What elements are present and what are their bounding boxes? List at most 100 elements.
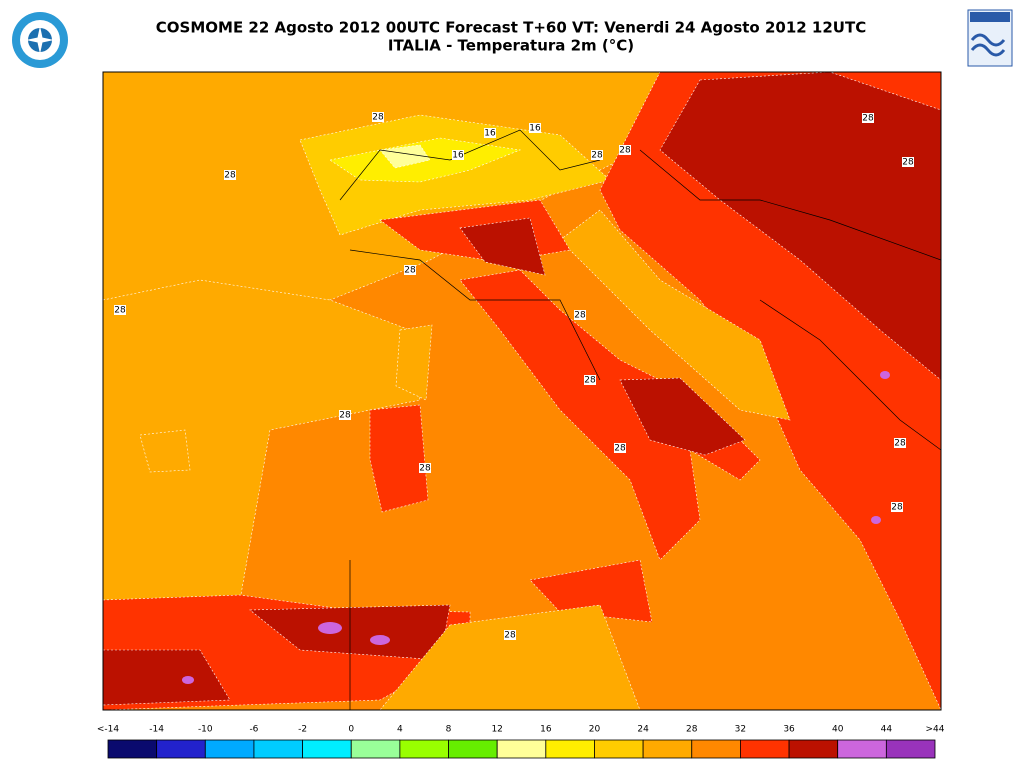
colorbar-swatch [496, 739, 547, 759]
logo-right [967, 9, 1013, 67]
colorbar-label: 12 [491, 725, 502, 735]
temperature-field [103, 649, 231, 706]
colorbar-swatch [642, 739, 693, 759]
map-subtitle: ITALIA - Temperatura 2m (°C) [388, 37, 634, 55]
contour-label: 28 [862, 114, 874, 124]
colorbar-swatch [107, 739, 158, 759]
contour-label: 28 [504, 631, 516, 641]
temperature-field [659, 72, 941, 381]
temperature-field [459, 217, 546, 276]
colorbar-swatch [204, 739, 255, 759]
contour-label: 28 [591, 151, 603, 161]
contour-label: 16 [529, 124, 541, 134]
contour-label: 28 [584, 376, 596, 386]
colorbar-label: 44 [881, 725, 893, 735]
temperature-field [559, 209, 791, 421]
contour-label: 28 [114, 306, 126, 316]
colorbar-swatch [885, 739, 936, 759]
contour-label: 28 [894, 439, 906, 449]
colorbar-swatch [837, 739, 887, 759]
colorbar-swatch [545, 739, 595, 759]
colorbar-swatch [448, 739, 498, 759]
map-area: 28 16 16 16 28 28 28 28 28 28 28 28 28 28 28 28 28 28 28 [102, 71, 942, 711]
temperature-field [139, 429, 191, 473]
colorbar-swatch [350, 739, 401, 759]
contour-label-bg [224, 170, 236, 180]
contour-label: 16 [484, 129, 496, 139]
map-frame [102, 71, 942, 711]
colorbar-swatch [740, 739, 790, 759]
contour-label-bg [452, 150, 464, 160]
contour-label-bg [902, 157, 914, 167]
hot-spot [182, 676, 194, 684]
contour-label: 28 [224, 171, 236, 181]
colorbar-label: 4 [397, 725, 403, 735]
contour-label-bg [862, 113, 874, 123]
contour-label: 28 [404, 266, 416, 276]
border-line [339, 129, 601, 201]
temperature-field [379, 144, 431, 169]
hot-spot [318, 622, 342, 634]
contour-label: 28 [891, 503, 903, 513]
colorbar-label: >44 [926, 725, 945, 735]
border-line [759, 299, 941, 451]
hot-spot [871, 516, 881, 524]
border-line [349, 249, 601, 381]
colorbar-label: 16 [540, 725, 552, 735]
colorbar: <-14 -14 -10 -6 -2 0 4 8 12 16 20 24 28 32 36 40 44 >44 [97, 725, 945, 759]
contour-label-bg [484, 128, 496, 138]
contour-label-bg [894, 438, 906, 448]
hot-spot [370, 635, 390, 645]
map-field [103, 72, 941, 710]
colorbar-label: -6 [249, 725, 258, 735]
hot-spot [880, 371, 890, 379]
contour-label: 28 [339, 411, 351, 421]
contour-label-bg [504, 630, 516, 640]
contour-label-bg [891, 502, 903, 512]
temperature-field [395, 324, 433, 401]
map-title: COSMOME 22 Agosto 2012 00UTC Forecast T+… [156, 19, 866, 37]
temperature-field [459, 269, 761, 561]
colorbar-label: 24 [637, 725, 649, 735]
temperature-field [529, 559, 653, 623]
contour-label: 28 [902, 158, 914, 168]
colorbar-swatch [594, 739, 644, 759]
colorbar-label: 20 [589, 725, 601, 735]
border-line [639, 149, 941, 261]
colorbar-swatch [302, 739, 352, 759]
contour-label-bg [574, 310, 586, 320]
temperature-field [379, 604, 641, 710]
contour-label: 16 [452, 151, 464, 161]
contour-label: 28 [574, 311, 586, 321]
colorbar-label: -2 [298, 725, 307, 735]
contour-label-bg [339, 410, 351, 420]
logo-left [12, 12, 68, 68]
colorbar-label: -10 [198, 725, 213, 735]
contour-label-bg [591, 150, 603, 160]
contour-label-bg [114, 305, 126, 315]
contour-label: 28 [419, 464, 431, 474]
contour-label-bg [419, 463, 431, 473]
colorbar-label: -14 [149, 725, 164, 735]
colorbar-swatch [253, 739, 303, 759]
colorbar-label: <-14 [97, 725, 120, 735]
colorbar-label: 40 [832, 725, 844, 735]
colorbar-swatch [691, 739, 741, 759]
contour-label-bg [372, 112, 384, 122]
contour-label: 28 [614, 444, 626, 454]
temperature-field [299, 114, 611, 236]
colorbar-label: 32 [735, 725, 746, 735]
temperature-field [369, 404, 429, 513]
colorbar-label: 36 [783, 725, 795, 735]
colorbar-swatch [399, 739, 449, 759]
colorbar-label: 8 [446, 725, 452, 735]
contour-label-bg [614, 443, 626, 453]
colorbar-swatch [788, 739, 839, 759]
contour-label: 28 [372, 113, 384, 123]
contour-label-bg [619, 145, 631, 155]
contour-label-bg [404, 265, 416, 275]
contour-label: 28 [619, 146, 631, 156]
colorbar-label: 28 [686, 725, 698, 735]
